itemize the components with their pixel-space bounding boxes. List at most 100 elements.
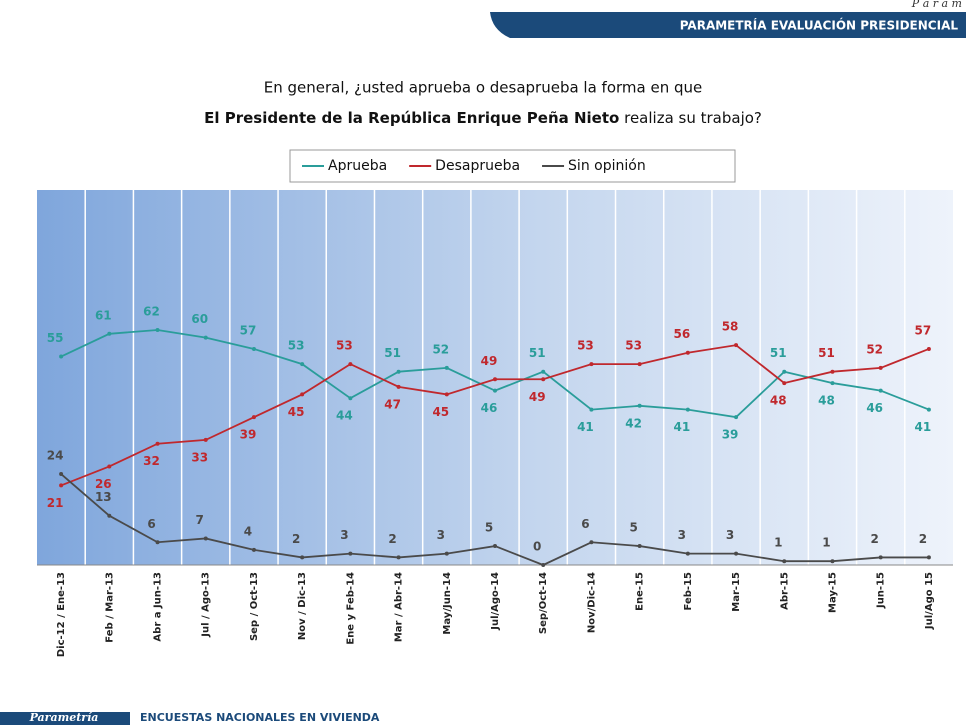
- data-label: 62: [143, 305, 160, 319]
- point: [107, 464, 112, 469]
- point: [396, 384, 401, 389]
- point: [685, 350, 690, 355]
- data-label: 53: [625, 339, 642, 353]
- x-tick-label: Dic-12 / Ene-13: [56, 572, 67, 657]
- point: [589, 540, 594, 545]
- point: [444, 551, 449, 556]
- point: [203, 437, 208, 442]
- data-label: 61: [95, 308, 112, 322]
- point: [782, 381, 787, 386]
- point: [493, 388, 497, 393]
- x-tick-label: May/Jun-14: [442, 572, 453, 635]
- header-band: [490, 12, 966, 38]
- point: [107, 513, 112, 518]
- data-label: 3: [340, 528, 348, 542]
- title-rest: realiza su trabajo?: [619, 109, 762, 127]
- x-tick-label: Jul/Ago-14: [490, 572, 501, 631]
- point: [348, 396, 353, 401]
- x-tick-label: Ene y Feb-14: [345, 572, 356, 645]
- data-label: 58: [722, 320, 739, 334]
- point: [59, 472, 64, 477]
- point: [782, 369, 787, 374]
- data-label: 45: [288, 405, 305, 419]
- data-label: 33: [191, 450, 208, 464]
- data-label: 46: [866, 401, 883, 415]
- point: [878, 555, 883, 560]
- point: [830, 369, 835, 374]
- point: [589, 407, 594, 412]
- data-label: 53: [288, 339, 305, 353]
- data-label: 56: [673, 327, 690, 341]
- point: [444, 392, 449, 397]
- data-label: 5: [485, 521, 493, 535]
- point: [251, 346, 256, 351]
- point: [155, 328, 160, 332]
- point: [59, 354, 64, 359]
- point: [107, 331, 112, 336]
- point: [926, 555, 931, 560]
- x-tick-label: Abr a Jun-13: [153, 572, 164, 642]
- data-label: 2: [919, 532, 927, 546]
- data-label: 51: [770, 346, 787, 360]
- point: [637, 403, 642, 408]
- data-label: 46: [481, 401, 498, 415]
- x-tick-label: Ene-15: [635, 572, 646, 611]
- data-label: 57: [240, 323, 257, 337]
- data-label: 26: [95, 477, 112, 491]
- data-label: 57: [915, 323, 932, 337]
- data-label: 7: [196, 513, 204, 527]
- data-label: 51: [818, 346, 835, 360]
- point: [782, 559, 787, 564]
- point: [251, 415, 256, 420]
- data-label: 49: [529, 390, 546, 404]
- data-label: 41: [673, 420, 690, 434]
- data-label: 52: [432, 342, 449, 356]
- data-label: 47: [384, 397, 401, 411]
- x-tick-label: Mar-15: [731, 572, 742, 612]
- point: [830, 381, 835, 386]
- point: [926, 407, 931, 412]
- data-label: 41: [577, 420, 594, 434]
- legend: Aprueba Desaprueba Sin opinión: [302, 158, 646, 174]
- footer-logo: Parametría: [29, 711, 99, 724]
- data-label: 48: [818, 394, 835, 408]
- x-tick-label: Abr-15: [779, 572, 790, 610]
- point: [348, 362, 353, 367]
- point: [541, 563, 546, 567]
- data-label: 53: [336, 339, 353, 353]
- point: [300, 555, 305, 560]
- data-label: 48: [770, 394, 787, 408]
- data-label: 60: [191, 312, 208, 326]
- legend-box: [289, 149, 736, 183]
- x-tick-label: Nov / Dic-13: [297, 572, 308, 640]
- data-label: 3: [678, 528, 686, 542]
- data-label: 2: [871, 532, 879, 546]
- point: [348, 551, 353, 556]
- data-label: 51: [529, 346, 546, 360]
- point: [155, 540, 160, 545]
- data-label: 49: [481, 354, 498, 368]
- point: [926, 346, 931, 351]
- footer-logo-bg: [0, 712, 130, 725]
- point: [878, 365, 883, 370]
- data-label: 39: [240, 428, 257, 442]
- header-section: PARAMETRÍA EVALUACIÓN PRESIDENCIAL: [680, 18, 959, 33]
- point: [637, 362, 642, 367]
- title-bold: El Presidente de la República Enrique Pe…: [204, 109, 619, 127]
- legend-label: Desaprueba: [435, 158, 520, 174]
- point: [59, 483, 64, 488]
- x-tick-label: Nov/Dic-14: [586, 572, 597, 633]
- x-tick-label: Mar / Abr-14: [394, 572, 405, 642]
- point: [637, 544, 642, 549]
- x-tick-label: Jul/Ago 15: [924, 572, 935, 630]
- data-label: 3: [726, 528, 734, 542]
- point: [734, 343, 739, 348]
- data-label: 42: [625, 416, 642, 430]
- data-label: 4: [244, 524, 252, 538]
- point: [493, 544, 497, 549]
- point: [300, 392, 305, 397]
- chart-title: El Presidente de la República Enrique Pe…: [204, 109, 762, 127]
- data-label: 5: [629, 521, 637, 535]
- data-label: 1: [822, 536, 830, 550]
- point: [444, 365, 449, 370]
